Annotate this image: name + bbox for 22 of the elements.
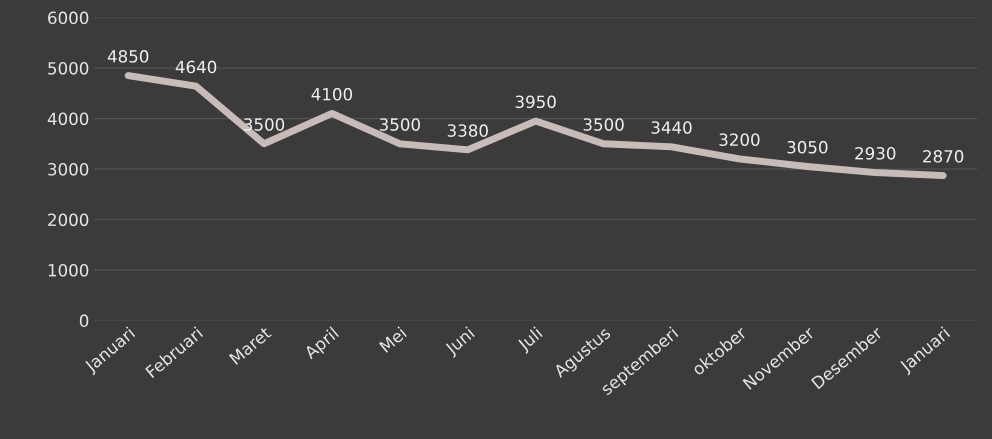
y-tick-label: 3000 [48, 162, 88, 176]
data-label: 3500 [244, 118, 284, 131]
y-tick-label: 2000 [48, 213, 88, 226]
data-label: 3200 [719, 133, 760, 146]
data-label: 4850 [108, 50, 148, 63]
data-label: 3380 [448, 124, 488, 137]
data-label: 2870 [923, 150, 964, 163]
data-label: 3950 [516, 95, 556, 108]
data-label: 4640 [176, 60, 216, 74]
y-tick-label: 4000 [48, 112, 88, 126]
data-label: 3050 [787, 140, 828, 154]
y-tick-label: 5000 [48, 62, 88, 75]
y-tick-label: 0 [80, 314, 88, 328]
data-label: 3500 [380, 118, 420, 131]
data-label: 4100 [312, 88, 352, 101]
data-label: 3440 [652, 121, 692, 134]
y-tick-label: 1000 [48, 264, 88, 277]
data-label: 2930 [855, 146, 896, 160]
data-label: 3500 [584, 118, 624, 131]
x-tick-label: Mei [378, 326, 407, 353]
y-tick-label: 6000 [48, 12, 88, 24]
x-tick-label: Juli [516, 326, 545, 354]
